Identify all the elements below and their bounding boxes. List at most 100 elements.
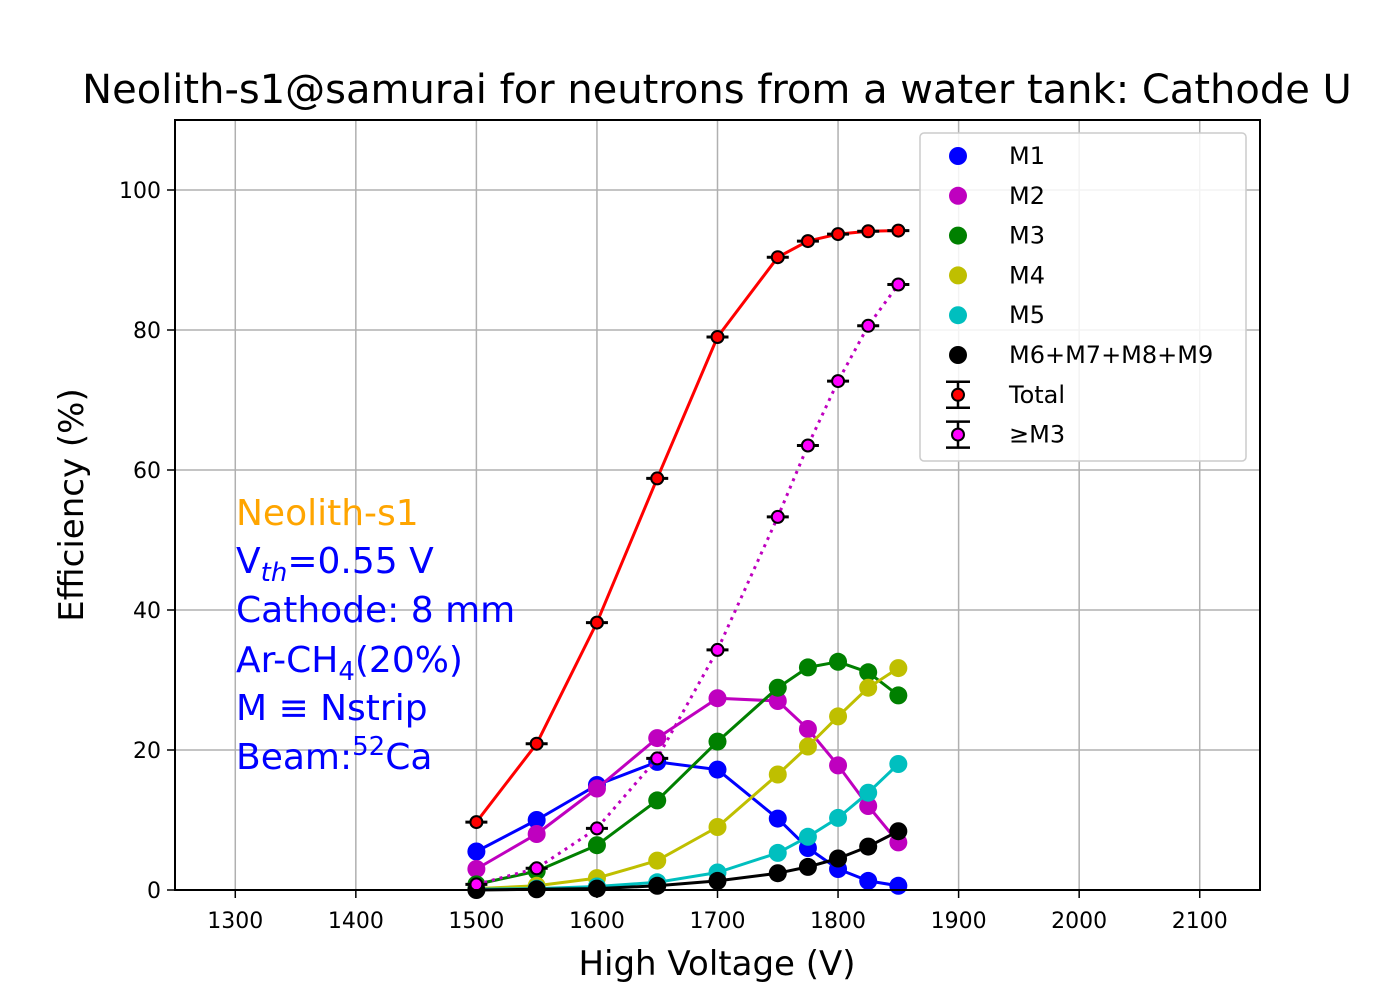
data-point (889, 822, 908, 841)
y-tick-label: 40 (133, 599, 161, 624)
data-point (829, 808, 848, 827)
series-m3-geq (465, 277, 910, 892)
legend-entry: Total (946, 380, 1065, 410)
annotation-cathode: Cathode: 8 mm (236, 590, 515, 631)
legend-entry: M1 (949, 142, 1045, 170)
series-line (475, 696, 900, 871)
y-tick-label: 20 (133, 739, 161, 764)
data-point (829, 756, 848, 775)
legend-label: M2 (1009, 182, 1045, 210)
data-point (589, 615, 604, 630)
gas-prefix: Ar-CH (236, 640, 338, 681)
series-line (476, 283, 900, 886)
legend-marker (949, 346, 967, 364)
data-point (768, 678, 787, 697)
axis-ticks: 1300 1400 1500 1600 1700 1800 1900 2000 2100 0 20 4… (119, 179, 1228, 934)
data-point (708, 818, 727, 836)
annotation-threshold: Vth=0.55 V (236, 541, 434, 588)
data-point (889, 876, 908, 895)
data-point (770, 250, 785, 265)
x-tick-label: 1500 (448, 909, 504, 934)
series-m3 (467, 652, 908, 894)
data-point (710, 642, 725, 657)
data-point (798, 720, 817, 738)
annotation-beam: Beam:52Ca (236, 732, 432, 778)
y-tick-label: 100 (119, 179, 161, 204)
data-point (467, 860, 486, 878)
data-point (891, 277, 906, 292)
x-tick-label: 2000 (1051, 909, 1107, 934)
data-point (648, 851, 667, 870)
data-point (469, 815, 484, 830)
x-tick-label: 1300 (207, 909, 263, 934)
x-tick-label: 2100 (1172, 909, 1228, 934)
x-tick-label: 1800 (810, 909, 866, 934)
legend-box (919, 132, 1247, 462)
legend-label: M5 (1009, 301, 1045, 329)
legend-entry: M3 (949, 222, 1045, 250)
data-point (587, 836, 606, 855)
series-total (465, 223, 910, 830)
data-point (859, 837, 878, 856)
data-point (768, 692, 787, 710)
legend-marker (951, 387, 965, 402)
data-point (861, 318, 876, 333)
data-point (650, 471, 665, 486)
legend-marker (949, 266, 967, 285)
beam-superscript: 52 (352, 732, 385, 762)
data-point (529, 861, 544, 876)
data-point (829, 849, 848, 868)
data-point (859, 783, 878, 802)
data-point (859, 871, 878, 890)
legend-marker (949, 147, 967, 165)
series-line (476, 666, 900, 891)
legend-marker (949, 226, 967, 245)
data-point (527, 825, 546, 843)
series-layer (465, 223, 910, 899)
data-point (889, 659, 908, 678)
annotation-detector: Neolith-s1 (236, 493, 419, 534)
legend: M1 M2 M3 M4 M5 M6+M7+M8+M9 Total ≥M3 (919, 132, 1247, 462)
data-point (889, 755, 908, 773)
beam-suffix: Ca (385, 737, 432, 778)
data-point (529, 736, 544, 751)
annotation-box: Neolith-s1 Vth=0.55 V Cathode: 8 mm Ar-C… (236, 493, 515, 778)
series-line (476, 660, 900, 886)
annotation-multiplicity: M ≡ Nstrip (236, 688, 428, 729)
chart-title: Neolith-s1@samurai for neutrons from a w… (82, 67, 1352, 113)
legend-entry: ≥M3 (946, 420, 1065, 449)
data-point (770, 509, 785, 524)
x-tick-label: 1600 (569, 909, 625, 934)
threshold-value: =0.55 V (287, 541, 434, 582)
data-point (469, 877, 484, 892)
y-tick-label: 80 (133, 319, 161, 344)
x-tick-label: 1400 (328, 909, 384, 934)
data-point (710, 330, 725, 344)
legend-entry: M4 (949, 261, 1045, 289)
data-point (798, 827, 817, 846)
y-tick-label: 0 (147, 879, 161, 904)
data-point (831, 227, 846, 242)
legend-label: M6+M7+M8+M9 (1009, 341, 1213, 369)
x-axis-label: High Voltage (V) (578, 944, 855, 984)
data-point (798, 857, 817, 876)
legend-label: M1 (1009, 142, 1045, 170)
gas-suffix: (20%) (355, 640, 463, 681)
data-point (768, 843, 787, 862)
data-point (708, 689, 727, 708)
data-point (798, 737, 817, 756)
legend-label: ≥M3 (1009, 421, 1065, 449)
legend-label: Total (1008, 381, 1065, 409)
data-point (831, 374, 846, 389)
legend-entry: M2 (949, 182, 1045, 210)
data-point (708, 760, 727, 779)
data-point (800, 234, 815, 249)
threshold-subscript: th (261, 558, 288, 588)
data-point (587, 879, 606, 898)
data-point (648, 791, 667, 810)
threshold-prefix: V (236, 541, 261, 582)
data-point (768, 864, 787, 883)
data-point (829, 707, 848, 726)
data-point (798, 658, 817, 677)
